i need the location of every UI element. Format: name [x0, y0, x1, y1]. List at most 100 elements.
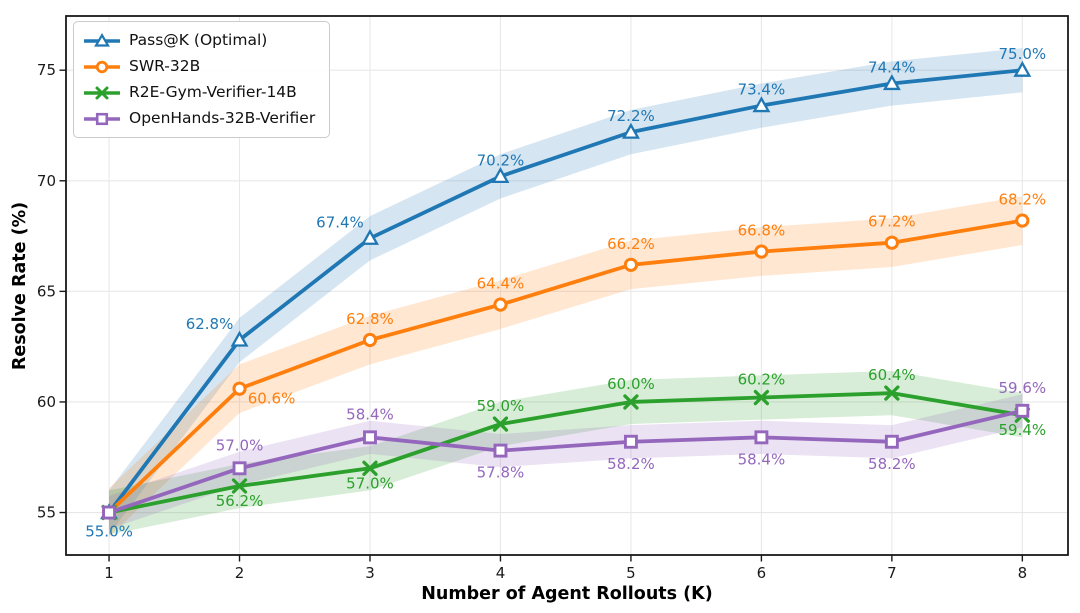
series-openhands-32b-verifier	[102, 403, 1030, 520]
triangle-marker	[1013, 60, 1032, 77]
x-tick-label: 3	[365, 564, 375, 582]
square-legend-icon	[84, 112, 120, 125]
data-label: 57.0%	[346, 474, 394, 492]
x-marker	[492, 416, 509, 432]
circle-marker	[754, 244, 769, 259]
y-tick-label: 55	[37, 504, 56, 522]
circle-marker	[493, 297, 508, 312]
series-line	[107, 408, 1025, 515]
x-axis-title: Number of Agent Rollouts (K)	[421, 584, 713, 604]
y-tick-label: 65	[37, 282, 56, 300]
square-marker	[493, 443, 508, 458]
data-label: 58.2%	[868, 455, 916, 473]
triangle-marker	[94, 32, 110, 47]
circle-marker	[884, 235, 899, 250]
x-marker	[884, 385, 900, 401]
confidence-band-swr-32b	[109, 196, 1023, 537]
circle-marker	[95, 60, 109, 73]
data-label: 62.8%	[346, 310, 394, 328]
triangle-legend-icon	[84, 32, 120, 47]
x-tick-label: 5	[626, 564, 636, 582]
data-label: 70.2%	[477, 151, 525, 169]
data-label: 58.2%	[607, 455, 655, 473]
data-label: 72.2%	[607, 107, 655, 125]
y-tick-label: 60	[37, 393, 56, 411]
data-label: 66.2%	[607, 235, 655, 253]
x-tick-label: 1	[104, 564, 114, 582]
axes-layer: 1 2 3 4 5 6 7 8 55 60 65 70 75	[37, 15, 1069, 582]
triangle-marker	[752, 96, 771, 113]
data-label: 60.2%	[738, 371, 786, 389]
data-label: 64.4%	[477, 275, 525, 293]
circle-legend-icon	[84, 60, 120, 73]
x-marker	[623, 394, 639, 410]
x-tick-label: 4	[496, 564, 506, 582]
data-label: 59.0%	[477, 397, 525, 415]
square-marker	[754, 430, 769, 445]
data-label: 57.0%	[216, 436, 264, 454]
series-line	[107, 391, 1025, 515]
legend-label: SWR-32B	[129, 57, 201, 75]
legend-item-r2e-gym-verifier-14b: R2E-Gym-Verifier-14B	[84, 82, 315, 103]
data-label: 57.8%	[477, 464, 525, 482]
data-label: 59.6%	[999, 379, 1047, 397]
y-axis-title: Resolve Rate (%)	[10, 201, 30, 371]
triangle-marker	[230, 330, 249, 347]
legend-item-swr-32b: SWR-32B	[84, 56, 315, 77]
data-label: 56.2%	[216, 492, 264, 510]
circle-marker	[232, 381, 247, 396]
legend-label: Pass@K (Optimal)	[129, 31, 268, 49]
data-label: 67.2%	[868, 213, 916, 231]
confidence-band-pass-k-optimal	[109, 48, 1023, 535]
legend-label: R2E-Gym-Verifier-14B	[129, 83, 297, 101]
confidence-band-r2e-gym-verifier-14b	[109, 370, 1023, 535]
legend-label: OpenHands-32B-Verifier	[129, 109, 316, 127]
circle-marker	[623, 257, 639, 272]
data-label: 60.0%	[607, 375, 655, 393]
data-labels-layer: 55.0% 62.8% 67.4% 70.2% 72.2% 73.4% 74.4% 75.0%…	[85, 45, 1046, 540]
data-label: 60.6%	[248, 390, 296, 408]
triangle-marker	[361, 228, 379, 245]
bands-layer	[109, 48, 1023, 537]
data-label: 55.0%	[85, 523, 133, 541]
data-label: 75.0%	[999, 45, 1047, 63]
x-tick-label: 8	[1018, 564, 1028, 582]
data-label: 59.4%	[999, 421, 1047, 439]
square-marker	[232, 461, 247, 476]
square-marker	[102, 505, 117, 520]
x-marker	[231, 478, 248, 494]
circle-marker	[1015, 213, 1030, 228]
square-marker	[95, 112, 109, 125]
data-label: 58.4%	[738, 450, 786, 468]
y-tick-label: 70	[37, 172, 56, 190]
data-label: 73.4%	[738, 81, 786, 99]
data-label: 66.8%	[738, 222, 786, 240]
x-tick-label: 6	[757, 564, 767, 582]
series-line	[107, 68, 1025, 515]
x-tick-label: 2	[235, 564, 245, 582]
x-marker	[753, 389, 770, 406]
circle-marker	[362, 332, 378, 348]
plot-border	[65, 15, 1069, 556]
square-marker	[623, 434, 638, 449]
legend-item-openhands-32b-verifier: OpenHands-32B-Verifier	[84, 108, 315, 129]
square-marker	[1015, 403, 1030, 418]
series-swr-32b	[101, 213, 1030, 520]
legend: Pass@K (Optimal) SWR-32B R2E-Gym-Verifier-…	[73, 21, 331, 138]
data-label: 60.4%	[868, 366, 916, 384]
x-marker	[362, 460, 378, 476]
x-legend-icon	[84, 86, 120, 99]
legend-item-pass-k-optimal: Pass@K (Optimal)	[84, 30, 315, 51]
data-label: 74.4%	[868, 58, 916, 76]
series-line	[107, 218, 1025, 515]
data-label: 68.2%	[999, 191, 1047, 209]
triangle-marker	[621, 122, 640, 139]
data-label: 62.8%	[186, 315, 234, 333]
y-tick-label: 75	[37, 61, 56, 79]
x-marker	[95, 86, 109, 99]
confidence-band-openhands-32b-verifier	[109, 394, 1023, 530]
square-marker	[884, 434, 899, 449]
x-tick-label: 7	[887, 564, 897, 582]
